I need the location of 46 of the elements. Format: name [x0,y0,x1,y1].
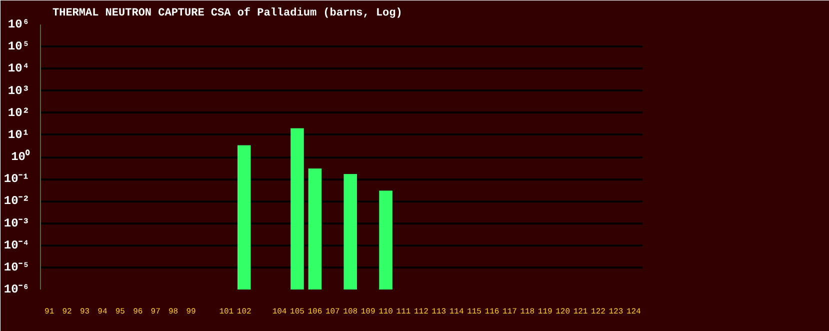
x-tick-label: 93 [80,308,90,316]
x-tick-label: 113 [432,308,446,316]
x-tick-label: 117 [502,308,518,316]
x-tick-label: 98 [168,308,178,316]
y-tick-label: 10⁻¹ [4,172,30,186]
x-tick-label: 112 [414,308,429,316]
x-tick-label: 120 [556,308,570,316]
x-tick-label: 94 [98,308,108,316]
y-tick-label: 10⁵ [8,40,30,54]
x-tick-label: 108 [343,308,358,316]
y-tick-label: 10¹ [8,128,30,142]
y-tick-label: 10⁻⁵ [4,260,30,274]
x-tick-label: 99 [186,308,196,316]
x-tick-label: 96 [133,308,143,316]
x-tick-label: 92 [62,308,72,316]
x-tick-label: 95 [115,308,126,316]
x-tick-label: 116 [484,308,500,316]
y-tick-label: 10⁰ [11,149,30,164]
x-tick-label: 123 [608,308,624,316]
y-tick-label: 10³ [8,84,30,98]
y-tick-label: 10⁻⁶ [4,282,30,296]
chart-title: THERMAL NEUTRON CAPTURE CSA of Palladium (barns, Log) [52,6,402,20]
y-tick-label: 10⁶ [8,18,30,32]
x-tick-label: 104 [272,308,287,316]
x-tick-label: 118 [520,308,535,316]
x-tick-label: 105 [290,308,305,316]
x-tick-label: 109 [360,308,376,316]
x-tick-label: 102 [236,308,252,316]
y-tick-label: 10⁻³ [4,216,30,230]
x-tick-label: 91 [44,308,54,316]
x-tick-label: 106 [308,308,322,316]
y-tick-label: 10⁴ [8,62,30,76]
x-tick-label: 115 [467,308,482,316]
x-tick-label: 124 [626,308,642,316]
x-tick-label: 111 [396,308,411,316]
x-tick-label: 121 [573,308,588,316]
x-tick-label: 119 [538,308,553,316]
x-tick-label: 122 [591,308,606,316]
x-tick-label: 110 [378,308,394,316]
y-tick-label: 10⁻⁴ [4,238,30,252]
x-tick-label: 97 [150,308,161,316]
y-tick-label: 10⁻² [4,194,30,208]
x-tick-label: 114 [449,308,464,316]
y-tick-label: 10² [8,106,30,120]
x-tick-label: 107 [325,308,340,316]
x-tick-label: 101 [219,308,234,316]
